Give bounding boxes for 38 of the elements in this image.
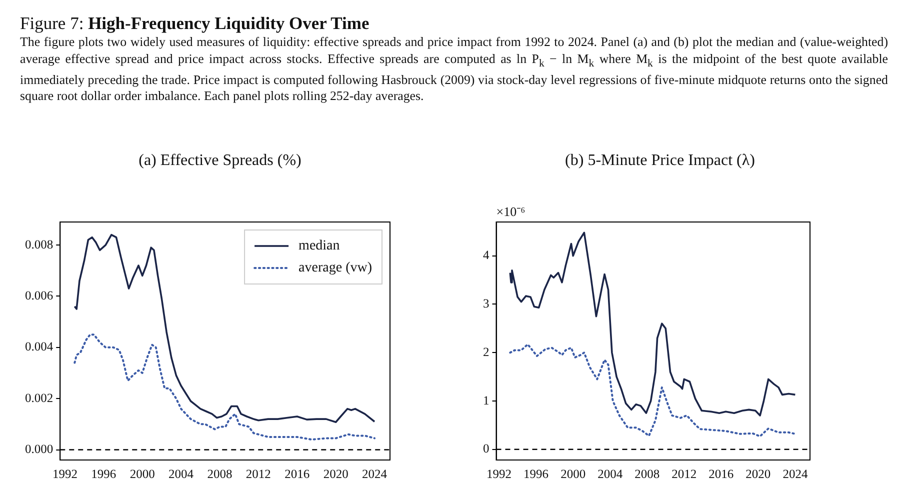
x-tick-label: 2000	[130, 466, 155, 481]
x-tick-label: 2020	[323, 466, 348, 481]
x-tick-label: 2016	[284, 466, 310, 481]
y-tick-label: 4	[483, 248, 490, 262]
y-tick-label: 3	[483, 296, 490, 311]
text: The figure plots two widely used measures of liquidity: effective spreads and price impact from 1992 to 2024. Panel (a) and (b) plot the median and (value-weighted) average effective spread and price impact across stocks. Effective spreads are computed as ln P$_{k}$ − ln M$_{k}$ where M$_{k}$ is the midpoint of the best quote available immediately preceding the trade. Price impact is computed following Hasbrouck (2009) via stock-day level regressions of five-minute midquote returns onto the signed square root dollar order imbalance. Each panel plots rolling 252-day averages.	[20, 35, 888, 104]
x-tick-label: 1992	[52, 466, 78, 481]
y-tick-label: 0	[483, 442, 490, 456]
y-tick-label: 0.002	[25, 390, 54, 405]
text: ×10⁻⁶	[496, 204, 526, 219]
y-tick-label: 2	[483, 344, 490, 359]
x-tick-label: 1996	[524, 466, 549, 481]
line-series	[74, 334, 376, 441]
y-tick-label: 0.006	[25, 288, 54, 302]
x-tick-label: 2012	[246, 466, 271, 481]
y-tick-label: 1	[483, 393, 490, 408]
x-tick-label: 2012	[672, 466, 697, 481]
chart-title: (a) Effective Spreads (%)	[138, 152, 302, 170]
x-tick-label: 2020	[746, 466, 771, 481]
x-tick-label: 2008	[634, 466, 660, 481]
y-tick-label: 0.008	[25, 237, 54, 252]
caption: Figure 7:	[20, 13, 84, 33]
y-tick-label: 0.000	[25, 442, 54, 456]
x-tick-label: 2024	[782, 466, 808, 481]
text: High-Frequency Liquidity Over Time	[88, 13, 370, 33]
line-series	[509, 343, 796, 438]
x-tick-label: 1996	[91, 466, 116, 481]
chart-title: (b) 5-Minute Price Impact (λ)	[564, 152, 756, 170]
legend-label: average (vw)	[298, 260, 372, 276]
x-tick-label: 2000	[560, 466, 586, 481]
x-tick-label: 2004	[598, 466, 624, 481]
y-tick-label: 0.004	[25, 340, 54, 354]
legend-label: median	[298, 238, 340, 254]
x-tick-label: 2024	[362, 466, 388, 481]
x-tick-label: 2016	[708, 466, 734, 481]
x-tick-label: 1992	[486, 466, 512, 481]
x-tick-label: 2008	[207, 466, 232, 481]
x-tick-label: 2004	[168, 466, 194, 481]
